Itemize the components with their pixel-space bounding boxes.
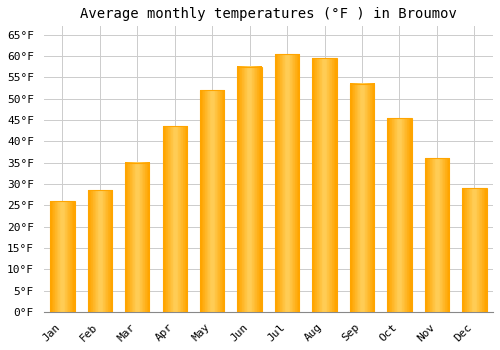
Bar — [462, 188, 486, 312]
Bar — [238, 67, 262, 312]
Bar — [312, 58, 336, 312]
Bar — [125, 163, 150, 312]
Bar — [200, 90, 224, 312]
Bar — [388, 118, 411, 312]
Bar — [88, 190, 112, 312]
Bar — [200, 90, 224, 312]
Bar — [162, 126, 187, 312]
Bar — [125, 163, 150, 312]
Bar — [50, 201, 74, 312]
Bar — [312, 58, 336, 312]
Bar — [275, 54, 299, 312]
Bar — [424, 159, 449, 312]
Bar — [462, 188, 486, 312]
Bar — [50, 201, 74, 312]
Bar — [275, 54, 299, 312]
Title: Average monthly temperatures (°F ) in Broumov: Average monthly temperatures (°F ) in Br… — [80, 7, 457, 21]
Bar — [88, 190, 112, 312]
Bar — [238, 67, 262, 312]
Bar — [350, 84, 374, 312]
Bar — [424, 159, 449, 312]
Bar — [162, 126, 187, 312]
Bar — [350, 84, 374, 312]
Bar — [388, 118, 411, 312]
